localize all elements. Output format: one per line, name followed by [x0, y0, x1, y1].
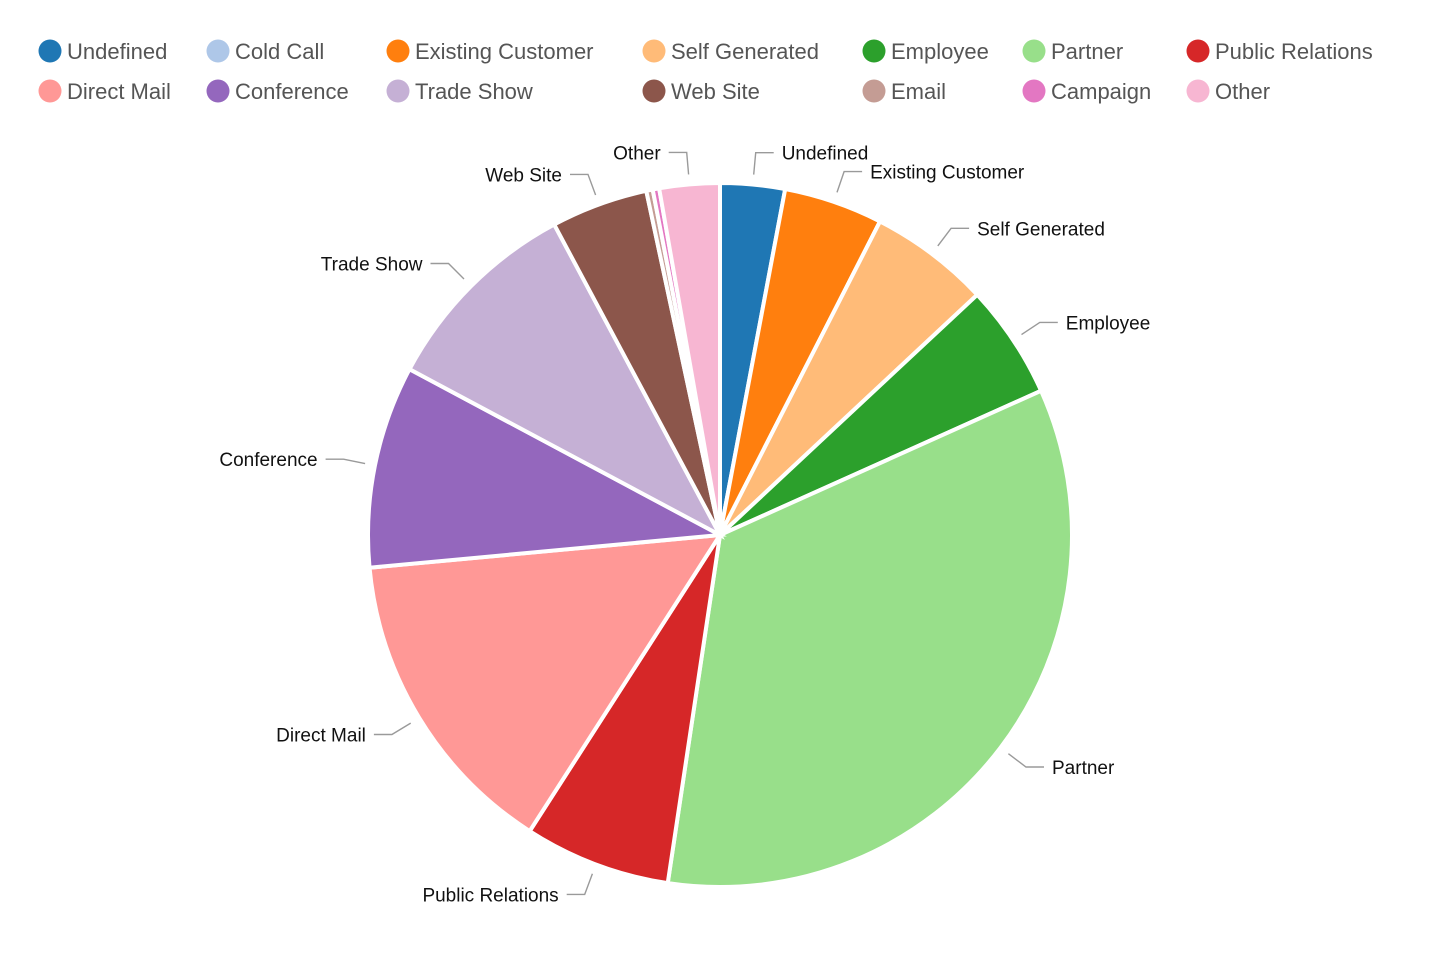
slice-label-self-generated: Self Generated	[977, 219, 1105, 240]
legend-label-existing-customer: Existing Customer	[415, 39, 594, 64]
legend-label-campaign: Campaign	[1051, 79, 1151, 104]
legend-swatch-self-generated	[642, 39, 666, 63]
legend-swatch-campaign	[1022, 79, 1046, 103]
leader-line-other	[668, 151, 690, 175]
legend: Undefined Cold Call Existing Customer Self …	[38, 39, 1373, 104]
legend-item-other[interactable]: Other	[1186, 79, 1271, 104]
legend-item-public-relations[interactable]: Public Relations	[1186, 39, 1373, 64]
slice-label-public-relations: Public Relations	[422, 885, 558, 906]
legend-label-web-site: Web Site	[671, 79, 760, 104]
pie-slice-conference[interactable]	[366, 366, 727, 570]
slice-label-other: Other	[613, 143, 661, 164]
legend-swatch-partner	[1022, 39, 1046, 63]
legend-item-direct-mail[interactable]: Direct Mail	[38, 79, 171, 104]
slice-label-undefined: Undefined	[782, 144, 869, 165]
legend-swatch-cold-call	[206, 39, 230, 63]
legend-item-web-site[interactable]: Web Site	[642, 79, 760, 104]
legend-item-employee[interactable]: Employee	[862, 39, 989, 64]
slice-label-conference: Conference	[219, 450, 317, 471]
legend-label-trade-show: Trade Show	[415, 79, 533, 104]
leader-line-public-relations	[566, 873, 594, 896]
slice-label-employee: Employee	[1066, 313, 1151, 334]
legend-item-email[interactable]: Email	[862, 79, 947, 104]
legend-label-other: Other	[1215, 79, 1270, 104]
pie-slice-public-relations[interactable]	[526, 533, 722, 886]
legend-item-undefined[interactable]: Undefined	[38, 39, 168, 64]
pie-slice-trade-show[interactable]	[406, 221, 725, 540]
legend-swatch-email	[862, 79, 886, 103]
legend-item-self-generated[interactable]: Self Generated	[642, 39, 819, 64]
slice-label-direct-mail: Direct Mail	[276, 726, 366, 747]
legend-label-public-relations: Public Relations	[1215, 39, 1373, 64]
legend-label-undefined: Undefined	[67, 39, 167, 64]
legend-label-cold-call: Cold Call	[235, 39, 324, 64]
legend-item-conference[interactable]: Conference	[206, 79, 349, 104]
slice-label-web-site: Web Site	[485, 165, 562, 186]
leader-line-undefined	[753, 151, 774, 175]
leader-line-web-site	[570, 173, 597, 196]
legend-label-email: Email	[891, 79, 946, 104]
legend-label-partner: Partner	[1051, 39, 1123, 64]
legend-label-self-generated: Self Generated	[671, 39, 819, 64]
leader-line-employee	[1021, 321, 1058, 336]
legend-label-conference: Conference	[235, 79, 349, 104]
legend-swatch-web-site	[642, 79, 666, 103]
legend-item-campaign[interactable]: Campaign	[1022, 79, 1152, 104]
pie-slices	[366, 180, 1074, 889]
legend-swatch-trade-show	[386, 79, 410, 103]
legend-swatch-other	[1186, 79, 1210, 103]
legend-item-partner[interactable]: Partner	[1022, 39, 1124, 64]
slice-label-partner: Partner	[1052, 758, 1115, 779]
slice-label-trade-show: Trade Show	[321, 255, 423, 276]
legend-item-existing-customer[interactable]: Existing Customer	[386, 39, 594, 64]
leader-line-partner	[1007, 753, 1044, 768]
legend-swatch-existing-customer	[386, 39, 410, 63]
legend-swatch-direct-mail	[38, 79, 62, 103]
legend-label-direct-mail: Direct Mail	[67, 79, 171, 104]
leader-line-direct-mail	[373, 722, 412, 736]
pie-slice-other[interactable]	[656, 180, 722, 536]
leader-line-conference	[325, 458, 366, 465]
legend-label-employee: Employee	[891, 39, 989, 64]
legend-swatch-conference	[206, 79, 230, 103]
legend-item-cold-call[interactable]: Cold Call	[206, 39, 325, 64]
legend-swatch-public-relations	[1186, 39, 1210, 63]
legend-swatch-undefined	[38, 39, 62, 63]
leader-line-existing-customer	[836, 170, 863, 193]
pie-slice-direct-mail[interactable]	[367, 532, 724, 834]
pie-slice-partner[interactable]	[665, 388, 1074, 889]
legend-swatch-employee	[862, 39, 886, 63]
legend-item-trade-show[interactable]: Trade Show	[386, 79, 533, 104]
leader-line-trade-show	[430, 262, 465, 280]
slice-label-existing-customer: Existing Customer	[870, 163, 1025, 184]
leader-line-self-generated	[937, 227, 970, 247]
